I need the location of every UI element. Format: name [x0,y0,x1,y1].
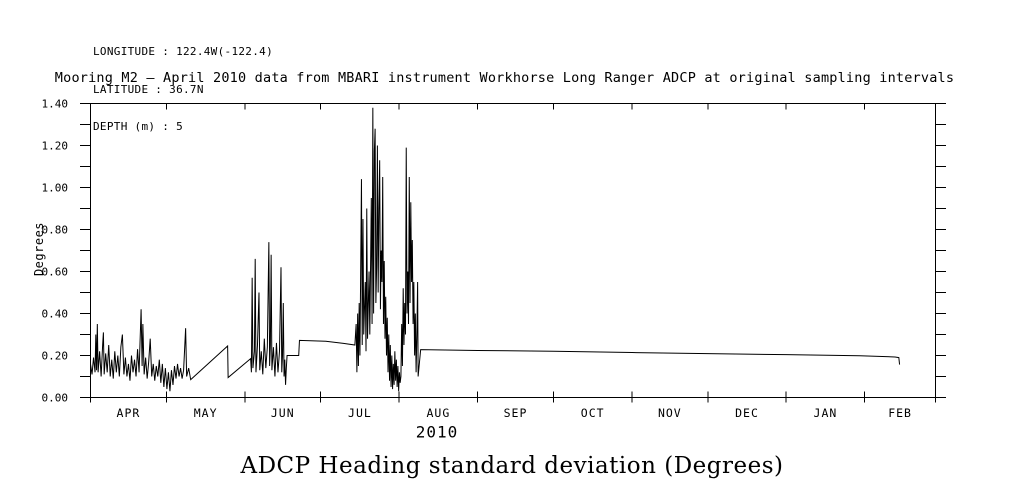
x-month-label: APR [117,406,141,420]
y-tick-label: 1.00 [42,182,69,195]
y-tick-label: 0.20 [42,350,69,363]
y-tick-label: 0.80 [42,224,69,237]
y-tick-label: 1.20 [42,140,69,153]
plot-title: Mooring M2 – April 2010 data from MBARI … [54,70,955,86]
station-info-block: LONGITUDE : 122.4W(-122.4) LATITUDE : 36… [93,21,273,159]
x-month-label: JUN [271,406,295,420]
longitude-line: LONGITUDE : 122.4W(-122.4) [93,45,273,58]
x-month-label: NOV [658,406,682,420]
y-tick-label: 0.40 [42,308,69,321]
x-month-label: MAY [194,406,218,420]
x-month-label: JUL [348,406,372,420]
latitude-line: LATITUDE : 36.7N [93,82,204,96]
y-tick-label: 0.60 [42,266,69,279]
x-month-label: DEC [735,406,759,420]
x-month-label: SEP [504,406,528,420]
x-axis-year-label: 2010 [415,422,459,442]
y-tick-label: 0.00 [42,392,69,405]
x-month-label: JAN [814,406,838,420]
y-tick-label: 1.40 [42,98,69,111]
figure-caption: ADCP Heading standard deviation (Degrees… [240,453,784,479]
plot-border [90,103,936,398]
x-month-label: AUG [426,406,450,420]
x-month-label: FEB [888,406,912,420]
x-month-label: OCT [581,406,605,420]
data-series-line [90,107,901,392]
depth-line: DEPTH (m) : 5 [93,120,183,133]
